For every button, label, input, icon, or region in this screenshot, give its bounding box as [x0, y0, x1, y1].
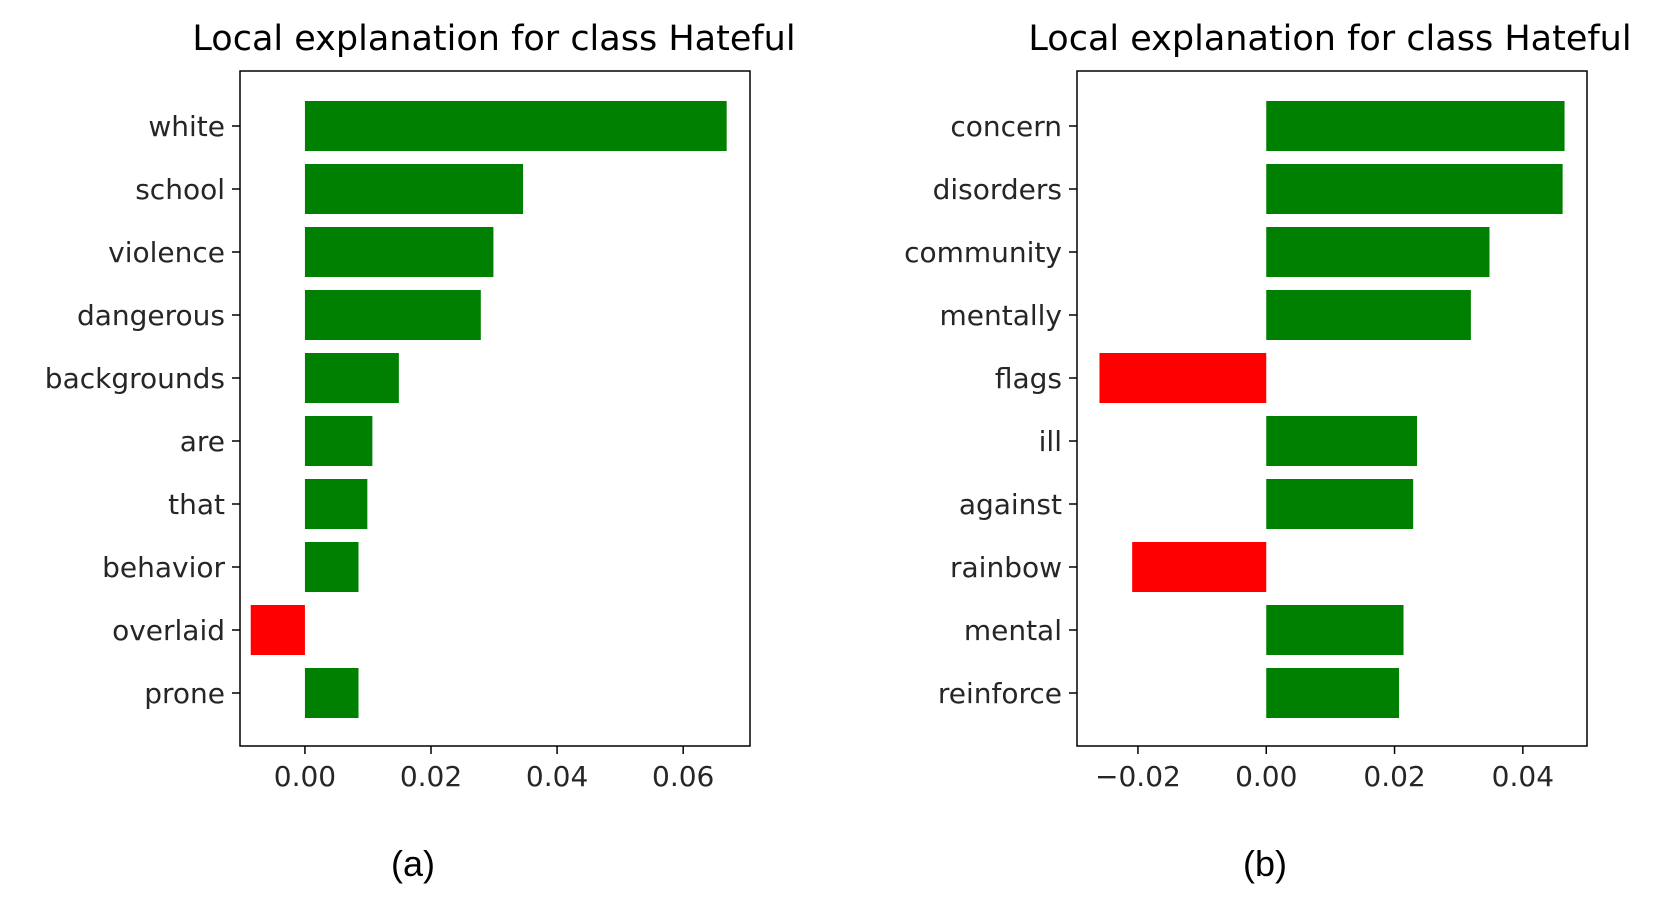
- y-tick-label: dangerous: [77, 299, 225, 332]
- y-tick-label: rainbow: [950, 551, 1062, 584]
- y-tick-label: behavior: [102, 551, 225, 584]
- bar-reinforce: [1266, 668, 1400, 718]
- y-tick-label: ill: [1039, 425, 1062, 458]
- y-axis: concern disorders community mentally flags il…: [904, 110, 1077, 710]
- x-axis: 0.00 0.02 0.04 0.06: [274, 746, 714, 793]
- x-tick-label: 0.06: [652, 760, 714, 793]
- bar-behavior: [304, 542, 359, 592]
- x-tick-label: −0.02: [1095, 760, 1181, 793]
- y-tick-label: are: [180, 425, 225, 458]
- y-tick-label: white: [148, 110, 225, 143]
- bar-backgrounds: [304, 353, 399, 403]
- bar-group: [250, 101, 727, 718]
- plot-frame: [239, 70, 751, 747]
- panel-label: (b): [1243, 843, 1287, 884]
- bar-rainbow: [1132, 542, 1267, 592]
- plot-frame: [1076, 70, 1588, 747]
- bar-group: [1099, 101, 1565, 718]
- chart-title: Local explanation for class Hateful: [192, 19, 795, 59]
- x-axis: −0.02 0.00 0.02 0.04: [1095, 746, 1554, 793]
- bar-prone: [304, 668, 359, 718]
- chart-title: Local explanation for class Hateful: [1028, 19, 1631, 59]
- y-tick-label: flags: [995, 362, 1062, 395]
- y-tick-label: community: [904, 236, 1062, 269]
- x-tick-label: 0.04: [526, 760, 588, 793]
- x-tick-label: 0.00: [274, 760, 336, 793]
- y-tick-label: mental: [964, 614, 1062, 647]
- bar-mentally: [1266, 290, 1471, 340]
- bar-against: [1266, 479, 1414, 529]
- y-tick-label: overlaid: [112, 614, 225, 647]
- y-tick-label: violence: [108, 236, 225, 269]
- y-tick-label: concern: [950, 110, 1062, 143]
- y-tick-label: backgrounds: [45, 362, 225, 395]
- y-tick-label: disorders: [933, 173, 1062, 206]
- bar-community: [1266, 227, 1490, 277]
- bar-school: [304, 164, 524, 214]
- chart-panel-b: Local explanation for class Hateful conc…: [904, 19, 1631, 884]
- bar-flags: [1099, 353, 1267, 403]
- bar-white: [304, 101, 727, 151]
- bar-are: [304, 416, 373, 466]
- y-tick-label: mentally: [939, 299, 1062, 332]
- bar-dangerous: [304, 290, 481, 340]
- bar-that: [304, 479, 368, 529]
- bar-mental: [1266, 605, 1404, 655]
- y-axis: white school violence dangerous backgrounds a…: [45, 110, 240, 710]
- y-tick-label: reinforce: [938, 677, 1062, 710]
- y-tick-label: against: [959, 488, 1062, 521]
- y-tick-label: school: [135, 173, 225, 206]
- bar-disorders: [1266, 164, 1563, 214]
- x-tick-label: 0.00: [1235, 760, 1297, 793]
- x-tick-label: 0.02: [1363, 760, 1425, 793]
- panel-label: (a): [391, 843, 435, 884]
- chart-panel-a: Local explanation for class Hateful whit…: [45, 19, 796, 884]
- bar-concern: [1266, 101, 1565, 151]
- y-tick-label: that: [168, 488, 225, 521]
- bar-ill: [1266, 416, 1417, 466]
- x-tick-label: 0.04: [1492, 760, 1554, 793]
- y-tick-label: prone: [144, 677, 225, 710]
- bar-overlaid: [250, 605, 305, 655]
- x-tick-label: 0.02: [400, 760, 462, 793]
- bar-violence: [304, 227, 494, 277]
